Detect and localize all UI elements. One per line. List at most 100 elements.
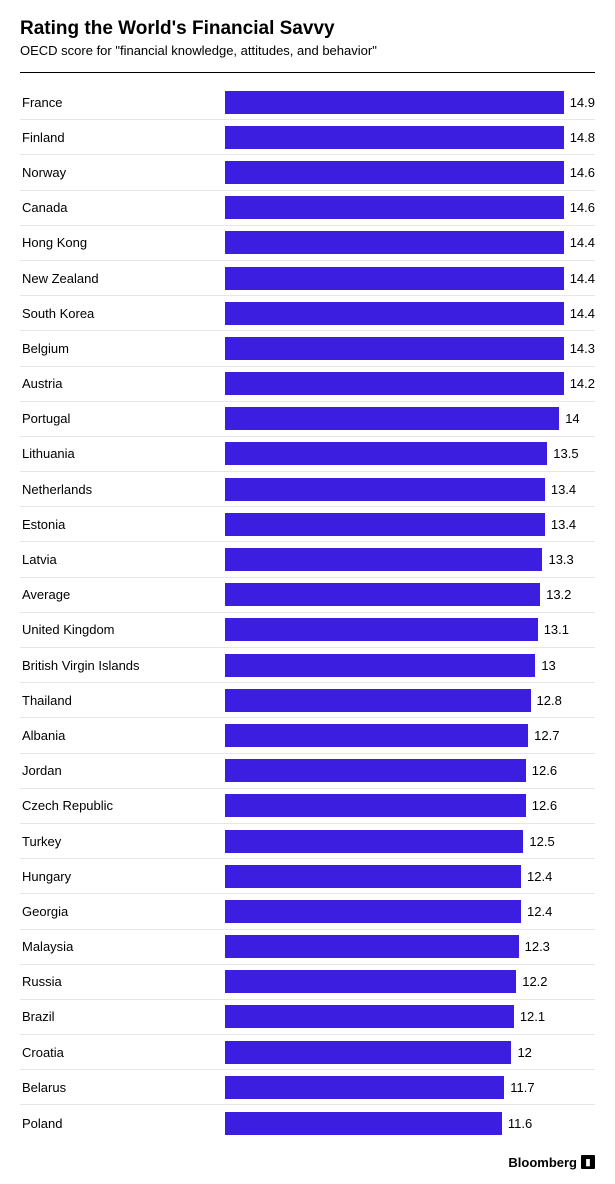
bar-value: 14	[565, 411, 579, 426]
bar-row: Belgium14.3	[20, 331, 595, 366]
country-label: Lithuania	[20, 446, 225, 461]
country-label: British Virgin Islands	[20, 658, 225, 673]
bar-fill	[225, 302, 564, 325]
bar-fill	[225, 1112, 502, 1135]
country-label: Croatia	[20, 1045, 225, 1060]
bar-row: Finland 14.8	[20, 120, 595, 155]
bar-row: Thailand12.8	[20, 683, 595, 718]
bar-fill	[225, 759, 526, 782]
bar-value: 13	[541, 658, 555, 673]
bar-value: 12.3	[525, 939, 550, 954]
bar-value: 14.2	[570, 376, 595, 391]
bar-fill	[225, 267, 564, 290]
bar-track: 14.4	[225, 296, 595, 330]
country-label: Russia	[20, 974, 225, 989]
bar-fill	[225, 935, 519, 958]
bar-row: Austria 14.2	[20, 367, 595, 402]
bar-value: 12	[517, 1045, 531, 1060]
bar-fill	[225, 1041, 511, 1064]
bar-fill	[225, 442, 547, 465]
bar-row: Georgia 12.4	[20, 894, 595, 929]
bar-fill	[225, 126, 564, 149]
bar-fill	[225, 830, 523, 853]
bar-track: 12.4	[225, 859, 595, 893]
bar-row: Russia12.2	[20, 965, 595, 1000]
bar-fill	[225, 1005, 514, 1028]
bar-value: 13.1	[544, 622, 569, 637]
bar-fill	[225, 513, 545, 536]
bar-value: 13.2	[546, 587, 571, 602]
bar-fill	[225, 337, 564, 360]
bar-row: Canada14.6	[20, 191, 595, 226]
bar-track: 12.6	[225, 789, 595, 823]
bar-value: 12.1	[520, 1009, 545, 1024]
bar-fill	[225, 231, 564, 254]
source-attribution: Bloomberg ▮	[20, 1155, 595, 1170]
bar-track: 14.6	[225, 155, 595, 189]
country-label: Hong Kong	[20, 235, 225, 250]
country-label: Estonia	[20, 517, 225, 532]
bar-value: 14.4	[570, 306, 595, 321]
bar-row: Hungary12.4	[20, 859, 595, 894]
bar-row: Malaysia 12.3	[20, 930, 595, 965]
country-label: Brazil	[20, 1009, 225, 1024]
bar-value: 11.7	[510, 1080, 534, 1095]
country-label: France	[20, 95, 225, 110]
chart-title: Rating the World's Financial Savvy	[20, 18, 595, 40]
country-label: Jordan	[20, 763, 225, 778]
bar-track: 12	[225, 1035, 595, 1069]
country-label: Albania	[20, 728, 225, 743]
bar-track: 12.8	[225, 683, 595, 717]
bar-fill	[225, 407, 559, 430]
bar-value: 14.3	[570, 341, 595, 356]
bar-row: Latvia 13.3	[20, 542, 595, 577]
country-label: Thailand	[20, 693, 225, 708]
bar-value: 12.4	[527, 904, 552, 919]
bar-track: 12.6	[225, 754, 595, 788]
bar-track: 12.3	[225, 930, 595, 964]
bar-row: Brazil 12.1	[20, 1000, 595, 1035]
bar-row: Poland 11.6	[20, 1105, 595, 1140]
country-label: Latvia	[20, 552, 225, 567]
chart-subtitle: OECD score for "financial knowledge, att…	[20, 43, 595, 58]
bar-row: Norway14.6	[20, 155, 595, 190]
country-label: Finland	[20, 130, 225, 145]
country-label: Malaysia	[20, 939, 225, 954]
bar-track: 14.3	[225, 331, 595, 365]
bar-fill	[225, 794, 526, 817]
source-logo-icon: ▮	[581, 1155, 595, 1169]
bar-value: 13.4	[551, 517, 576, 532]
bar-value: 11.6	[508, 1116, 532, 1131]
bar-track: 13.4	[225, 507, 595, 541]
bar-fill	[225, 161, 564, 184]
bar-value: 14.6	[570, 165, 595, 180]
bar-fill	[225, 91, 564, 114]
country-label: Austria	[20, 376, 225, 391]
bar-row: Czech Republic12.6	[20, 789, 595, 824]
bar-value: 14.8	[570, 130, 595, 145]
country-label: Georgia	[20, 904, 225, 919]
bar-row: Portugal14	[20, 402, 595, 437]
bar-chart: France14.9Finland14.8Norway14.6Canada14.…	[20, 72, 595, 1141]
bar-row: France14.9	[20, 85, 595, 120]
bar-track: 14.9	[225, 85, 595, 119]
bar-track: 14	[225, 402, 595, 436]
bar-track: 13.4	[225, 472, 595, 506]
bar-track: 13	[225, 648, 595, 682]
bar-track: 11.7	[225, 1070, 595, 1104]
country-label: United Kingdom	[20, 622, 225, 637]
bar-fill	[225, 900, 521, 923]
country-label: Czech Republic	[20, 798, 225, 813]
country-label: Poland	[20, 1116, 225, 1131]
bar-fill	[225, 196, 564, 219]
bar-fill	[225, 583, 540, 606]
bar-value: 13.3	[548, 552, 573, 567]
bar-track: 11.6	[225, 1105, 595, 1140]
bar-fill	[225, 478, 545, 501]
bar-row: United Kingdom 13.1	[20, 613, 595, 648]
bar-row: British Virgin Islands 13	[20, 648, 595, 683]
bar-track: 14.2	[225, 367, 595, 401]
source-label: Bloomberg	[508, 1155, 577, 1170]
bar-track: 12.1	[225, 1000, 595, 1034]
bar-fill	[225, 724, 528, 747]
